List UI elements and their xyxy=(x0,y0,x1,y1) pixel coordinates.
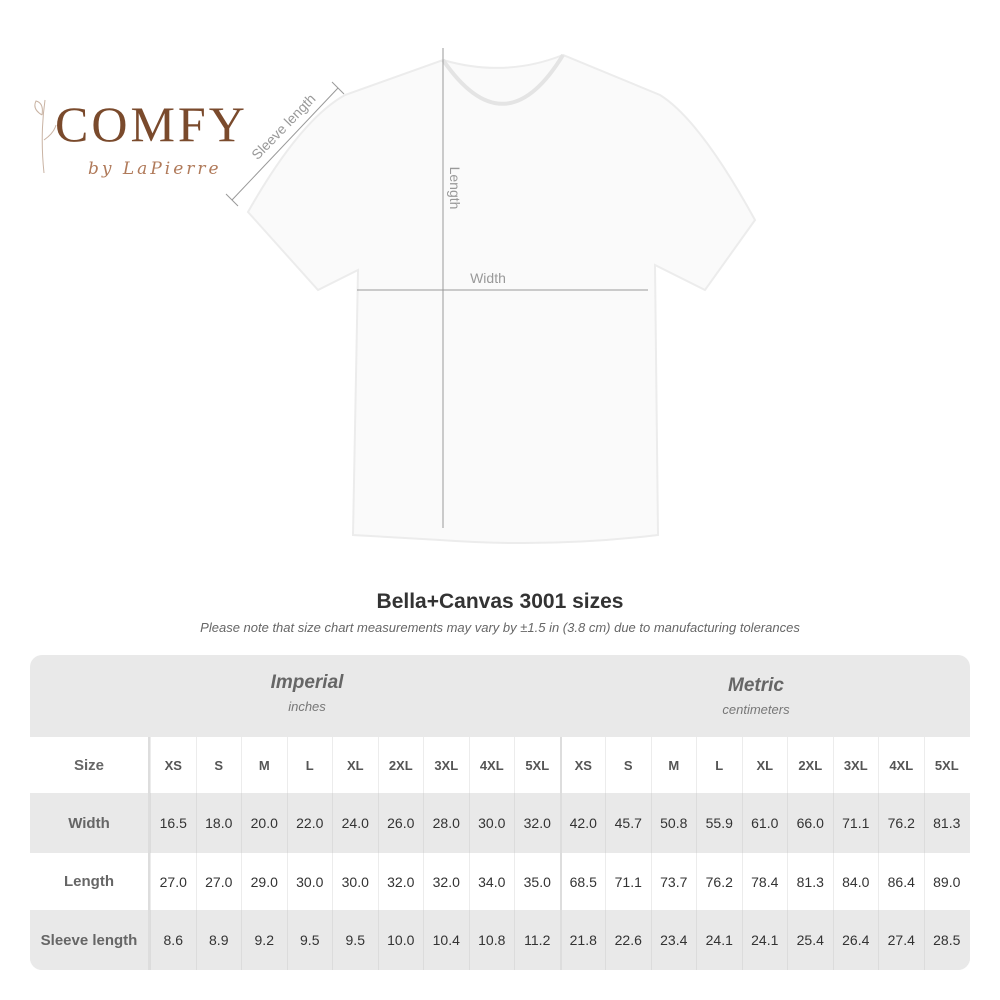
row-label: Length xyxy=(30,853,150,910)
imperial-cell: 28.0 xyxy=(423,793,469,853)
metric-cell: 76.2 xyxy=(696,853,742,910)
imperial-header: Imperial inches xyxy=(180,655,434,737)
imperial-cell: 20.0 xyxy=(241,793,287,853)
metric-cell: 27.4 xyxy=(878,910,924,970)
imperial-cell: 8.6 xyxy=(150,910,196,970)
imperial-cell: 3XL xyxy=(423,737,469,793)
imperial-cell: 24.0 xyxy=(332,793,378,853)
imperial-cell: 9.2 xyxy=(241,910,287,970)
imperial-cell: 10.4 xyxy=(423,910,469,970)
imperial-cell: 35.0 xyxy=(514,853,560,910)
metric-unit: centimeters xyxy=(722,702,790,717)
metric-cell: 61.0 xyxy=(741,793,788,853)
imperial-cell: 27.0 xyxy=(195,853,242,910)
imperial-cell: 4XL xyxy=(468,737,515,793)
imperial-cell: 34.0 xyxy=(468,853,515,910)
logo-brand: COMFY xyxy=(55,96,248,152)
imperial-cell: 29.0 xyxy=(241,853,287,910)
imperial-cell: 9.5 xyxy=(286,910,333,970)
imperial-cell: S xyxy=(195,737,242,793)
imperial-cell: M xyxy=(241,737,287,793)
metric-cell: 5XL xyxy=(923,737,970,793)
metric-cell: 28.5 xyxy=(923,910,970,970)
width-label: Width xyxy=(470,270,506,286)
length-label: Length xyxy=(447,167,463,210)
metric-cell: 81.3 xyxy=(787,853,833,910)
metric-cell: 73.7 xyxy=(650,853,697,910)
metric-cell: 26.4 xyxy=(832,910,879,970)
imperial-cell: 9.5 xyxy=(332,910,378,970)
metric-cell: 24.1 xyxy=(741,910,788,970)
metric-header: Metric centimeters xyxy=(620,658,892,740)
imperial-cell: XS xyxy=(150,737,196,793)
metric-cell: XL xyxy=(741,737,788,793)
metric-cell: 23.4 xyxy=(650,910,697,970)
metric-cell: 42.0 xyxy=(559,793,606,853)
row-label: Size xyxy=(30,737,150,793)
metric-cell: L xyxy=(696,737,742,793)
sleeve-arrow xyxy=(231,87,339,201)
metric-cell: S xyxy=(605,737,651,793)
metric-cell: 24.1 xyxy=(696,910,742,970)
imperial-cell: 27.0 xyxy=(150,853,196,910)
page-title: Bella+Canvas 3001 sizes xyxy=(376,590,624,613)
imperial-cell: 18.0 xyxy=(195,793,242,853)
imperial-cell: 32.0 xyxy=(377,853,424,910)
metric-cell: 45.7 xyxy=(605,793,651,853)
metric-cell: 25.4 xyxy=(787,910,833,970)
imperial-cell: XL xyxy=(332,737,378,793)
table-row: Width 16.5 18.0 20.0 22.0 24.0 26.0 28.0 30.0 32.… xyxy=(30,793,970,853)
size-table: Imperial inches Metric centimeters Size XS S… xyxy=(30,655,970,970)
metric-cell: 89.0 xyxy=(923,853,970,910)
imperial-cell: 10.0 xyxy=(377,910,424,970)
metric-cell: 2XL xyxy=(787,737,833,793)
metric-cell: 71.1 xyxy=(605,853,651,910)
imperial-cell: 5XL xyxy=(514,737,560,793)
metric-cell: 78.4 xyxy=(741,853,788,910)
table-row: Length 27.0 27.0 29.0 30.0 30.0 32.0 32.0 34.0 35… xyxy=(30,853,970,910)
imperial-cell: L xyxy=(286,737,333,793)
metric-cell: 3XL xyxy=(832,737,879,793)
imperial-unit: inches xyxy=(288,699,326,714)
metric-cell: 84.0 xyxy=(832,853,879,910)
row-label: Sleeve length xyxy=(30,910,150,970)
tshirt-diagram: Width Length Sleeve length xyxy=(225,48,757,545)
metric-cell: 22.6 xyxy=(605,910,651,970)
metric-label: Metric xyxy=(728,675,784,696)
metric-cell: 81.3 xyxy=(923,793,970,853)
metric-cell: M xyxy=(650,737,697,793)
logo-tagline: by LaPierre xyxy=(88,159,222,179)
size-header-row: Size XS S M L XL 2XL 3XL 4XL 5XL XS S M L XL 2XL 3XL 4XL 5… xyxy=(30,737,970,793)
imperial-cell: 32.0 xyxy=(514,793,560,853)
metric-cell: 71.1 xyxy=(832,793,879,853)
imperial-cell: 30.0 xyxy=(286,853,333,910)
imperial-cell: 22.0 xyxy=(286,793,333,853)
tshirt-shape xyxy=(246,53,757,545)
metric-cell: 55.9 xyxy=(696,793,742,853)
imperial-cell: 2XL xyxy=(377,737,424,793)
tshirt-collar xyxy=(441,53,565,106)
metric-cell: XS xyxy=(559,737,606,793)
imperial-cell: 30.0 xyxy=(468,793,515,853)
imperial-cell: 30.0 xyxy=(332,853,378,910)
imperial-cell: 8.9 xyxy=(195,910,242,970)
tolerance-note: Please note that size chart measurements… xyxy=(200,620,800,635)
imperial-cell: 16.5 xyxy=(150,793,196,853)
imperial-cell: 11.2 xyxy=(514,910,560,970)
imperial-cell: 32.0 xyxy=(423,853,469,910)
metric-cell: 21.8 xyxy=(559,910,606,970)
metric-cell: 86.4 xyxy=(878,853,924,910)
imperial-label: Imperial xyxy=(270,672,344,693)
imperial-cell: 10.8 xyxy=(468,910,515,970)
row-label: Width xyxy=(30,793,150,853)
flower-icon xyxy=(34,99,57,174)
metric-cell: 66.0 xyxy=(787,793,833,853)
table-row: Sleeve length 8.6 8.9 9.2 9.5 9.5 10.0 10.4 10.8… xyxy=(30,910,970,970)
imperial-cell: 26.0 xyxy=(377,793,424,853)
metric-cell: 76.2 xyxy=(878,793,924,853)
metric-cell: 68.5 xyxy=(559,853,606,910)
metric-cell: 50.8 xyxy=(650,793,697,853)
metric-cell: 4XL xyxy=(878,737,924,793)
